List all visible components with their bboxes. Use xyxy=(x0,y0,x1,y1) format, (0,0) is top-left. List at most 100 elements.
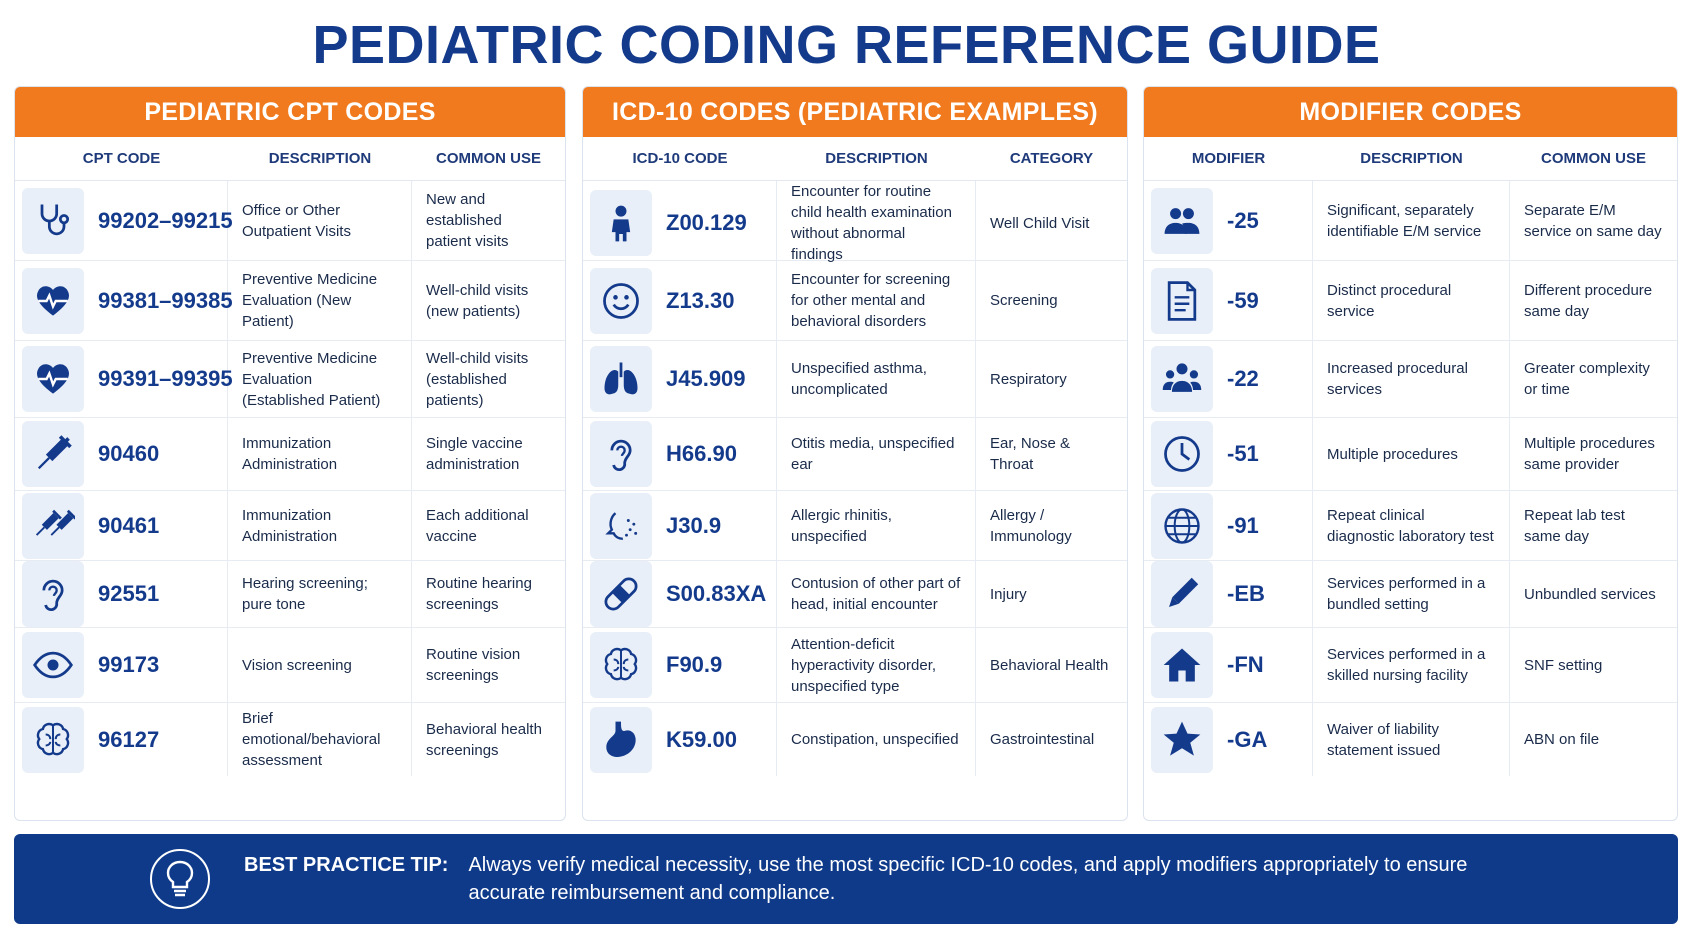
description-cell: Services performed in a bundled setting xyxy=(1313,561,1510,627)
category-cell: Injury xyxy=(990,585,1027,603)
cpt-column-headers: CPT CODE DESCRIPTION COMMON USE xyxy=(15,137,565,181)
table-row: F90.9 Attention-deficit hyperactivity dis… xyxy=(583,628,1127,703)
brain-icon xyxy=(22,706,84,773)
code-value: -25 xyxy=(1227,207,1259,233)
table-row: 92551 Hearing screening; pure tone Routine… xyxy=(15,561,565,628)
category-cell: Behavioral Health xyxy=(990,656,1109,674)
common-use-cell: Routine vision screenings xyxy=(426,646,521,684)
description-cell: Increased procedural services xyxy=(1313,341,1510,417)
table-row: -59 Distinct procedural service Different … xyxy=(1144,261,1677,341)
table-row: -91 Repeat clinical diagnostic laboratory… xyxy=(1144,491,1677,561)
home-icon xyxy=(1151,632,1213,698)
table-row: J30.9 Allergic rhinitis, unspecified Aller… xyxy=(583,491,1127,561)
code-value: F90.9 xyxy=(666,652,723,677)
column-header-modifier: MODIFIER xyxy=(1191,150,1266,167)
description-cell: Waiver of liability statement issued xyxy=(1313,703,1510,776)
code-value: -GA xyxy=(1227,726,1268,752)
code-cell: -25 xyxy=(1144,181,1313,260)
table-row: 99391–99395 Preventive Medicine Evaluatio… xyxy=(15,341,565,418)
code-value: 90460 xyxy=(98,441,160,466)
category-cell: Ear, Nose & Throat xyxy=(990,435,1071,473)
document-icon xyxy=(1151,267,1213,334)
code-cell: 90460 xyxy=(15,418,228,490)
common-use-cell: Well-child visits (new patients) xyxy=(426,281,529,320)
code-cell: K59.00 xyxy=(583,703,777,776)
star-icon xyxy=(1151,706,1213,773)
table-row: J45.909 Unspecified asthma, uncomplicated… xyxy=(583,341,1127,418)
table-row: -EB Services performed in a bundled setti… xyxy=(1144,561,1677,628)
code-cell: J45.909 xyxy=(583,341,777,417)
description-cell: Contusion of other part of head, initial… xyxy=(777,561,976,627)
code-cell: 92551 xyxy=(15,561,228,627)
stomach-icon xyxy=(590,706,652,773)
description-cell: Preventive Medicine Evaluation (New Pati… xyxy=(228,261,412,340)
code-value: Z00.129 xyxy=(666,210,747,235)
category-cell: Allergy / Immunology xyxy=(990,506,1072,545)
clock-icon xyxy=(1151,421,1213,487)
table-row: -GA Waiver of liability statement issued A… xyxy=(1144,703,1677,776)
cpt-rows: 99202–99215 Office or Other Outpatient Vi… xyxy=(15,181,565,776)
table-row: Z13.30 Encounter for screening for other … xyxy=(583,261,1127,341)
code-value: 90461 xyxy=(98,512,160,538)
description-cell: Immunization Administration xyxy=(228,418,412,490)
column-header-description: DESCRIPTION xyxy=(1360,150,1463,167)
description-cell: Repeat clinical diagnostic laboratory te… xyxy=(1313,491,1510,560)
cpt-codes-panel: PEDIATRIC CPT CODES CPT CODE DESCRIPTION… xyxy=(14,86,566,821)
code-cell: -22 xyxy=(1144,341,1313,417)
code-cell: -91 xyxy=(1144,491,1313,560)
heart-pulse-icon xyxy=(22,267,84,334)
code-value: J30.9 xyxy=(666,512,722,538)
code-cell: -GA xyxy=(1144,703,1313,776)
table-row: -22 Increased procedural services Greater … xyxy=(1144,341,1677,418)
code-value: -EB xyxy=(1227,581,1265,606)
code-value: -91 xyxy=(1227,512,1259,538)
description-cell: Preventive Medicine Evaluation (Establis… xyxy=(228,341,412,417)
description-cell: Brief emotional/behavioral assessment xyxy=(228,703,412,776)
sneeze-icon xyxy=(590,492,652,559)
description-cell: Constipation, unspecified xyxy=(777,703,976,776)
code-value: S00.83XA xyxy=(666,581,767,606)
common-use-cell: Single vaccine administration xyxy=(426,435,523,473)
description-cell: Attention-deficit hyperactivity disorder… xyxy=(777,628,976,702)
column-header-use: COMMON USE xyxy=(436,150,541,167)
table-row: H66.90 Otitis media, unspecified ear Ear, … xyxy=(583,418,1127,491)
common-use-cell: Multiple procedures same provider xyxy=(1524,435,1655,473)
code-value: -22 xyxy=(1227,366,1259,391)
description-cell: Allergic rhinitis, unspecified xyxy=(777,491,976,560)
column-header-description: DESCRIPTION xyxy=(825,150,928,167)
table-row: -51 Multiple procedures Multiple procedure… xyxy=(1144,418,1677,491)
code-cell: 99381–99385 xyxy=(15,261,233,340)
description-cell: Encounter for routine child health exami… xyxy=(777,181,976,265)
code-cell: 99202–99215 xyxy=(15,181,233,260)
table-row: -25 Significant, separately identifiable … xyxy=(1144,181,1677,261)
best-practice-tip-banner: BEST PRACTICE TIP: Always verify medical… xyxy=(14,834,1678,924)
table-row: 90460 Immunization Administration Single v… xyxy=(15,418,565,491)
column-header-category: CATEGORY xyxy=(1009,150,1094,167)
description-cell: Multiple procedures xyxy=(1313,418,1510,490)
pencil-icon xyxy=(1151,561,1213,627)
code-value: -51 xyxy=(1227,441,1259,466)
common-use-cell: Separate E/M service on same day xyxy=(1524,201,1662,240)
modifier-rows: -25 Significant, separately identifiable … xyxy=(1144,181,1677,776)
code-cell: 99391–99395 xyxy=(15,341,233,417)
users-icon xyxy=(1151,187,1213,254)
code-cell: Z00.129 xyxy=(583,181,777,265)
code-cell: -59 xyxy=(1144,261,1313,340)
code-cell: -EB xyxy=(1144,561,1313,627)
description-cell: Otitis media, unspecified ear xyxy=(777,418,976,490)
category-cell: Gastrointestinal xyxy=(990,731,1095,748)
code-value: 99381–99385 xyxy=(98,287,233,313)
code-cell: Z13.30 xyxy=(583,261,777,340)
code-cell: J30.9 xyxy=(583,491,777,560)
common-use-cell: Each additional vaccine xyxy=(426,506,529,545)
column-header-description: DESCRIPTION xyxy=(268,150,372,167)
globe-icon xyxy=(1151,492,1213,559)
code-value: -FN xyxy=(1227,652,1264,677)
common-use-cell: Routine hearing screenings xyxy=(426,575,532,613)
icd10-rows: Z00.129 Encounter for routine child healt… xyxy=(583,181,1127,776)
column-header-code: ICD-10 CODE xyxy=(632,150,728,167)
code-value: 99202–99215 xyxy=(98,207,233,233)
ear-icon xyxy=(590,421,652,487)
description-cell: Unspecified asthma, uncomplicated xyxy=(777,341,976,417)
description-cell: Services performed in a skilled nursing … xyxy=(1313,628,1510,702)
